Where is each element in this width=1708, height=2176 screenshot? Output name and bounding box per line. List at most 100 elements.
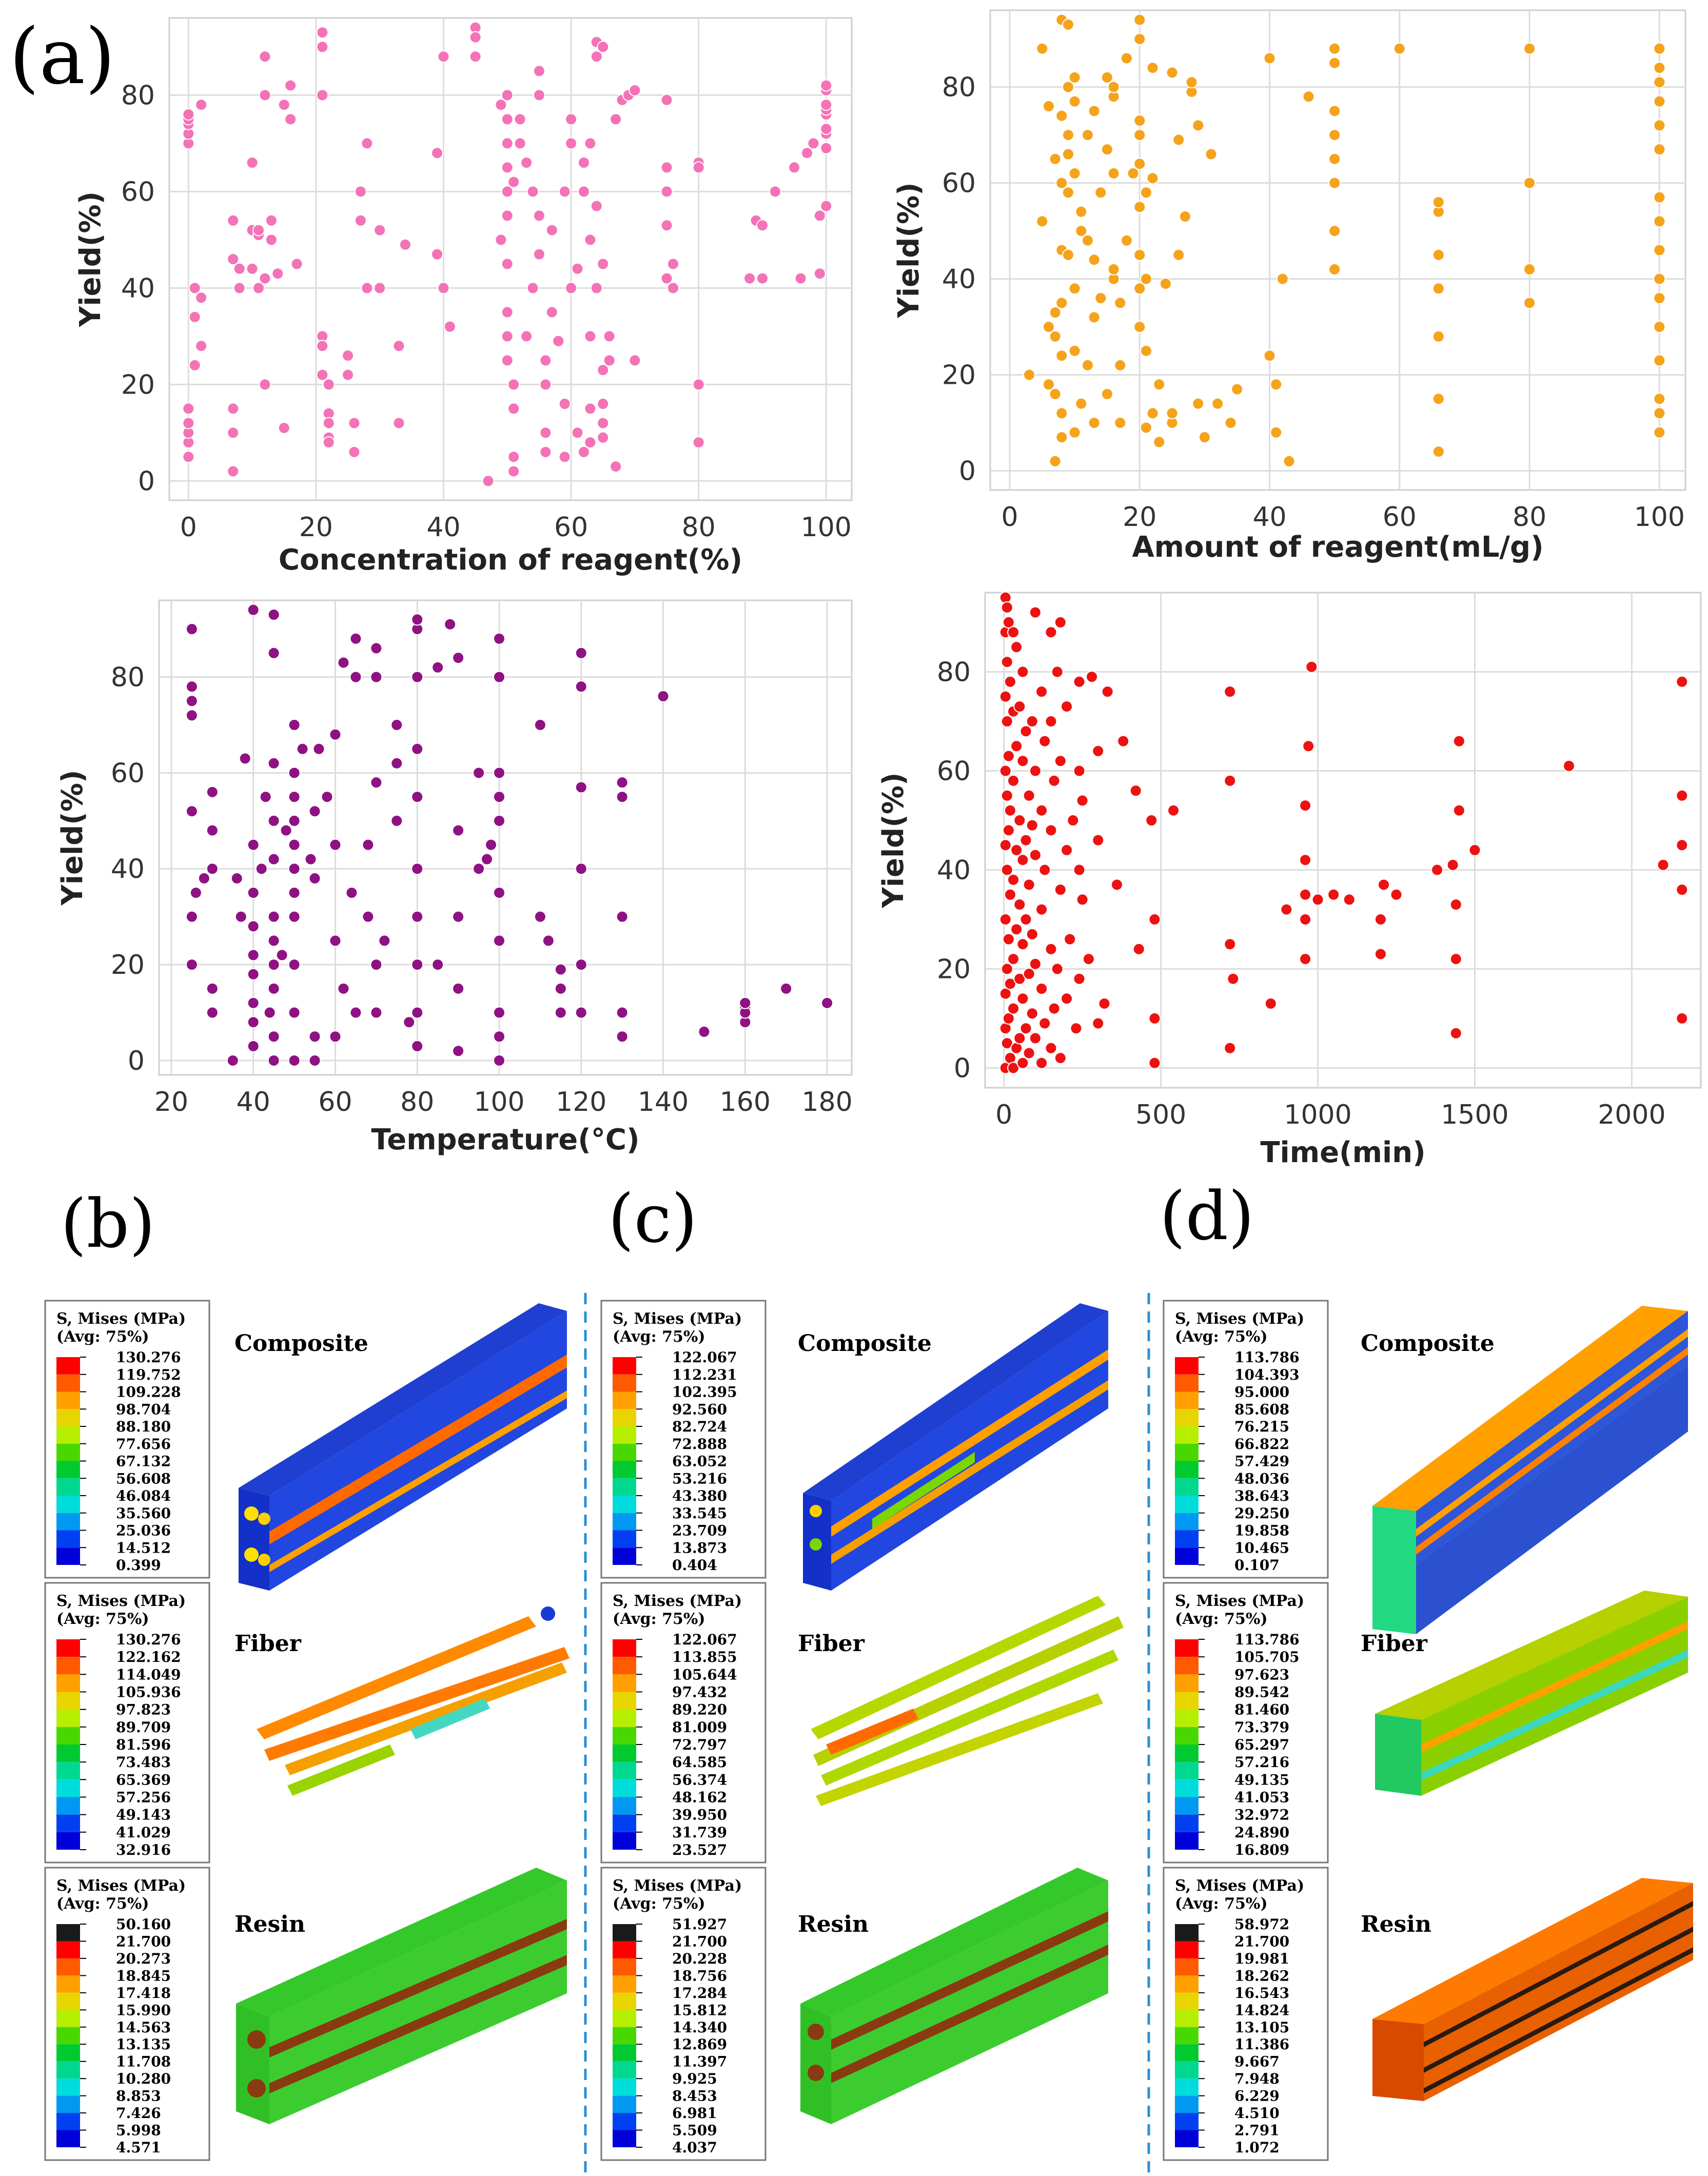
- legend-value: 4.037: [672, 2139, 717, 2156]
- data-point: [603, 330, 616, 343]
- data-point: [431, 958, 444, 971]
- data-point: [493, 1030, 506, 1043]
- data-point: [288, 1006, 301, 1019]
- data-point: [1653, 272, 1666, 285]
- data-point: [482, 475, 495, 487]
- data-point: [411, 671, 424, 683]
- data-point: [288, 814, 301, 827]
- data-point: [1082, 953, 1095, 966]
- legend-value: 9.925: [672, 2070, 717, 2087]
- data-point: [1653, 321, 1666, 334]
- data-point: [1029, 1032, 1042, 1045]
- data-point: [1010, 641, 1023, 654]
- data-point: [206, 1006, 219, 1019]
- legend-value: 20.273: [116, 1950, 171, 1967]
- data-point: [1653, 292, 1666, 304]
- data-point: [259, 791, 272, 803]
- data-point: [1098, 997, 1111, 1010]
- legend-average: (Avg: 75%): [613, 1895, 705, 1913]
- data-point: [616, 791, 629, 803]
- legend-value: 114.049: [116, 1666, 181, 1683]
- legend-value: 32.916: [116, 1841, 171, 1858]
- data-point: [1133, 321, 1146, 334]
- data-point: [1231, 383, 1244, 396]
- legend-swatch: [613, 1496, 636, 1513]
- data-point: [1133, 129, 1146, 142]
- legend-swatch: [1175, 1409, 1199, 1426]
- data-point: [507, 175, 520, 188]
- data-point: [571, 426, 584, 439]
- legend-swatch: [1175, 1391, 1199, 1409]
- data-point: [1062, 81, 1074, 93]
- data-point: [1393, 42, 1406, 55]
- resin-render-c: [800, 1868, 1108, 2124]
- legend-swatch: [613, 1426, 636, 1444]
- legend-value: 113.855: [672, 1649, 737, 1665]
- y-tick-label: 40: [937, 855, 971, 886]
- data-point: [322, 378, 335, 391]
- data-point: [288, 838, 301, 851]
- data-point: [1067, 814, 1079, 827]
- data-point: [575, 781, 587, 794]
- legend-value: 105.936: [116, 1684, 181, 1701]
- legend-title: S, Mises (MPa): [1175, 1592, 1304, 1610]
- y-tick-label: 20: [942, 360, 976, 391]
- data-point: [1657, 858, 1670, 871]
- x-tick-label: 0: [995, 1100, 1012, 1130]
- fea-legend-group: S, Mises (MPa)(Avg: 75%)130.276119.75210…: [44, 1300, 1329, 2161]
- legend-swatch: [1175, 2044, 1199, 2062]
- data-point: [288, 862, 301, 875]
- data-point: [185, 680, 198, 693]
- legend-value: 97.823: [116, 1701, 171, 1718]
- legend-value: 14.340: [672, 2019, 727, 2036]
- data-point: [820, 142, 833, 154]
- x-tick-label: 40: [1252, 502, 1286, 533]
- data-point: [1172, 133, 1185, 146]
- plot-area: [989, 9, 1686, 491]
- data-point: [493, 767, 506, 779]
- data-point: [1653, 143, 1666, 156]
- legend-swatch: [1175, 1958, 1199, 1976]
- data-point: [252, 224, 265, 237]
- x-axis-label: Time(min): [1260, 1136, 1425, 1169]
- data-point: [534, 910, 546, 923]
- data-point: [493, 632, 506, 645]
- data-point: [1002, 933, 1015, 946]
- data-point: [227, 253, 240, 265]
- data-point: [1167, 804, 1180, 817]
- y-tick-label: 20: [937, 954, 971, 985]
- data-point: [1305, 660, 1318, 673]
- data-point: [999, 987, 1012, 1000]
- data-point: [1029, 849, 1042, 861]
- data-point: [316, 41, 329, 53]
- data-point: [1081, 129, 1094, 142]
- data-point: [660, 219, 673, 232]
- legend-value: 11.397: [672, 2053, 727, 2070]
- data-point: [247, 603, 260, 616]
- label-fiber-d: Fiber: [1361, 1631, 1428, 1657]
- data-point: [1026, 819, 1038, 832]
- data-point: [227, 465, 240, 478]
- data-point: [354, 185, 367, 198]
- data-point: [1000, 1037, 1013, 1050]
- legend-swatch: [1175, 1639, 1199, 1657]
- legend-swatch: [56, 1409, 80, 1426]
- legend-value: 15.812: [672, 2002, 727, 2018]
- legend-value: 21.700: [116, 1933, 171, 1950]
- data-point: [206, 786, 219, 798]
- data-point: [316, 340, 329, 352]
- legend-value: 6.229: [1234, 2088, 1280, 2105]
- data-point: [1148, 1012, 1161, 1025]
- data-point: [1081, 234, 1094, 247]
- legend-swatch: [56, 2044, 80, 2062]
- x-tick-label: 80: [1513, 502, 1546, 533]
- legend-swatch: [1175, 1530, 1199, 1548]
- legend-value: 92.560: [672, 1401, 727, 1418]
- data-point: [1653, 426, 1666, 439]
- data-point: [227, 214, 240, 227]
- data-point: [1101, 71, 1113, 84]
- legend-value: 21.700: [672, 1933, 727, 1950]
- y-tick-label: 20: [121, 369, 155, 400]
- data-point: [267, 853, 280, 866]
- y-tick-label: 20: [111, 950, 145, 981]
